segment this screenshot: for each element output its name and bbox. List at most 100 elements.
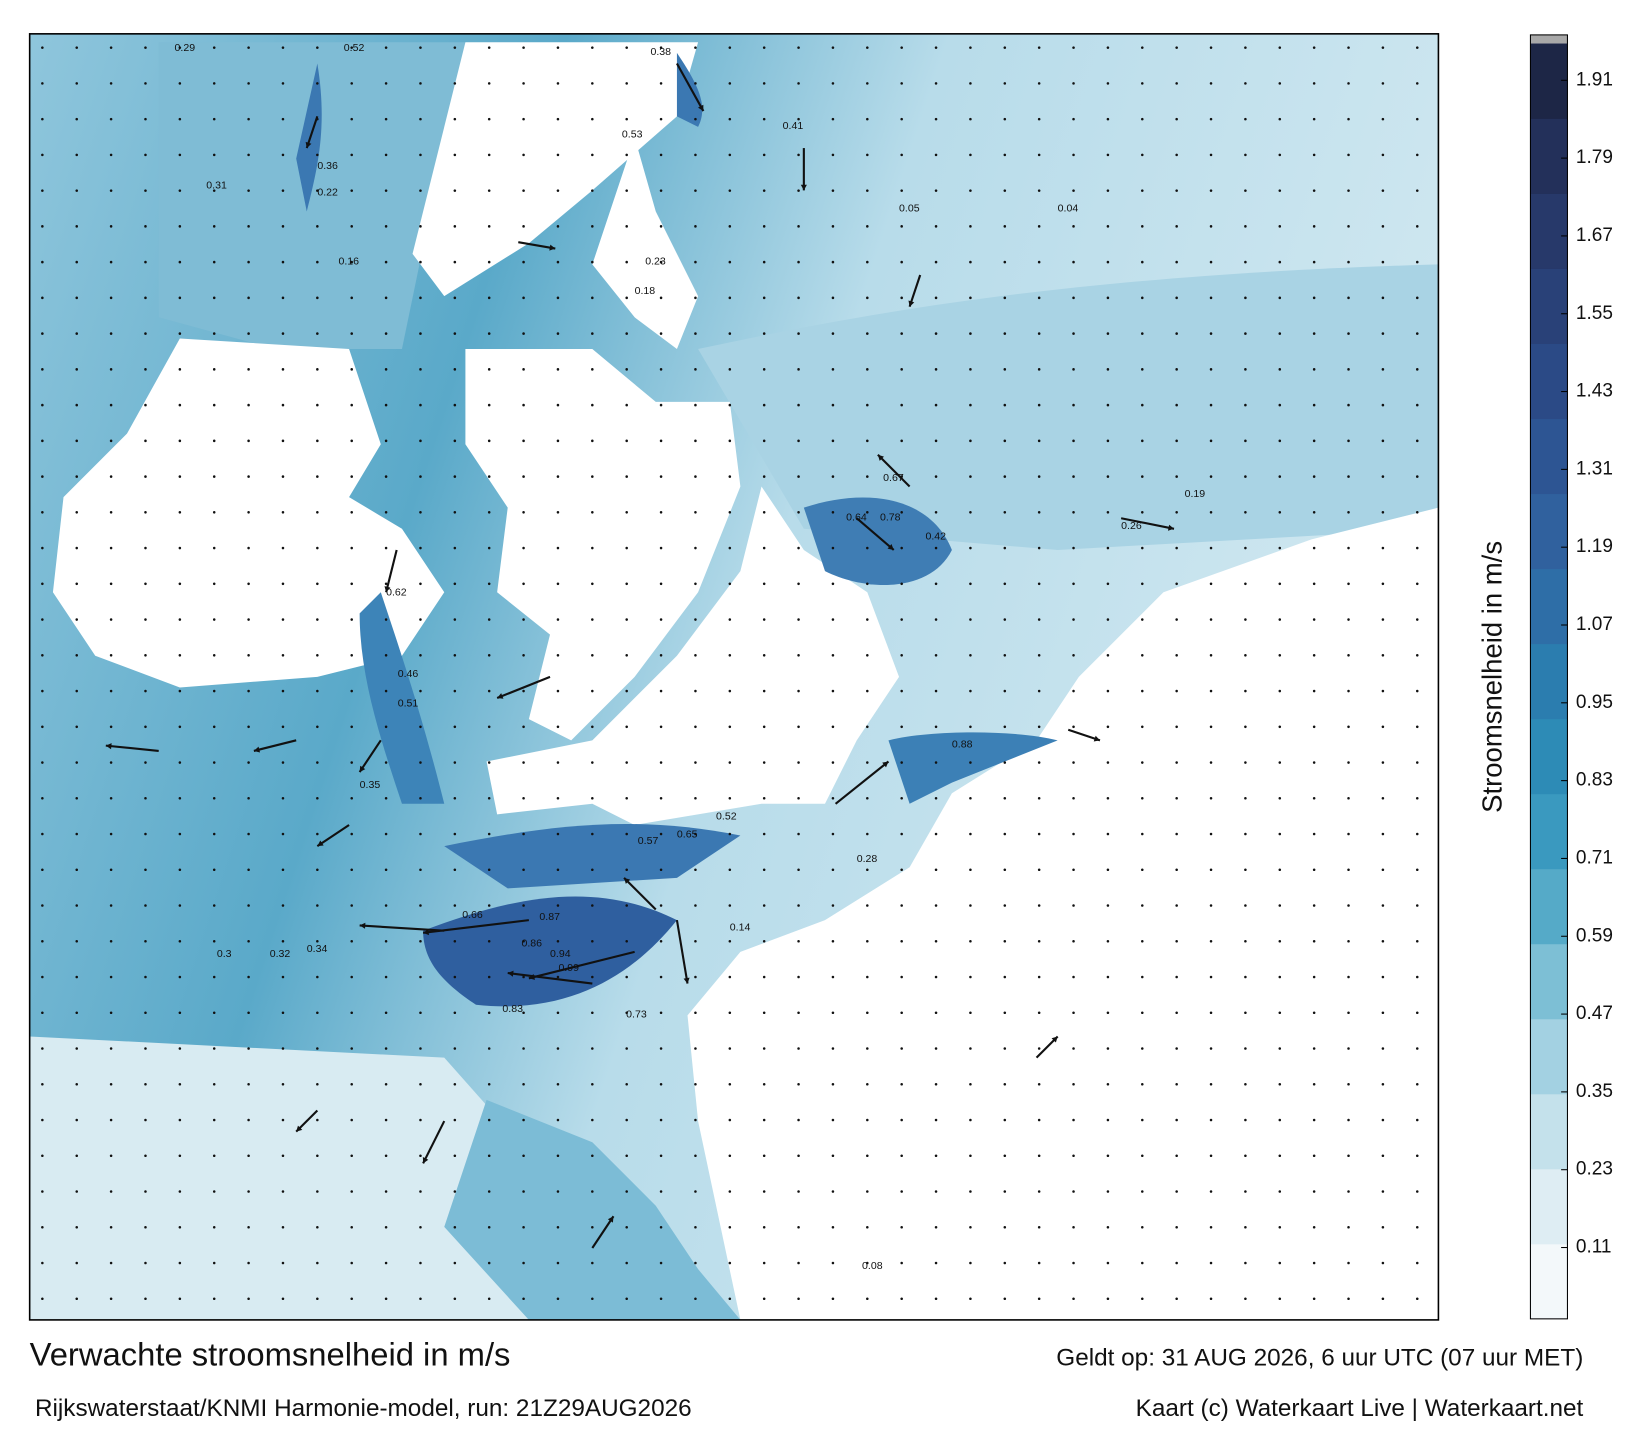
grid-dot <box>144 797 147 800</box>
grid-dot <box>178 1297 182 1301</box>
grid-dot <box>866 618 869 621</box>
grid-dot <box>522 46 525 49</box>
grid-dot <box>1209 475 1213 478</box>
grid-dot <box>178 832 182 836</box>
grid-dot <box>797 904 800 907</box>
grid-dot <box>728 403 732 407</box>
grid-dot <box>384 475 388 478</box>
grid-dot <box>1209 403 1213 407</box>
current-label: 0.31 <box>206 179 227 191</box>
grid-dot <box>1347 868 1350 872</box>
grid-dot <box>591 1047 594 1050</box>
grid-dot <box>1278 832 1282 836</box>
grid-dot <box>384 1047 388 1050</box>
grid-dot <box>247 296 250 300</box>
grid-dot <box>1244 1011 1247 1015</box>
grid-dot <box>178 1261 182 1265</box>
grid-dot <box>694 654 697 657</box>
colorbar-tick-label: 0.83 <box>1576 770 1613 791</box>
current-label: 0.51 <box>398 697 419 709</box>
grid-dot <box>591 332 594 335</box>
channel <box>423 896 677 1007</box>
grid-dot <box>144 117 147 121</box>
grid-dot <box>659 1190 663 1193</box>
grid-dot <box>1278 689 1282 693</box>
grid-dot <box>384 832 388 836</box>
grid-dot <box>969 82 972 85</box>
grid-dot <box>316 225 319 228</box>
grid-dot <box>866 1047 869 1050</box>
grid-dot <box>1415 225 1419 228</box>
grid-dot <box>1244 975 1247 979</box>
grid-dot <box>934 1190 938 1193</box>
grid-dot <box>762 296 766 300</box>
grid-dot <box>1037 618 1041 621</box>
grid-dot <box>591 1225 594 1229</box>
grid-dot <box>1278 546 1282 550</box>
grid-dot <box>316 940 319 943</box>
grid-dot <box>1209 654 1213 657</box>
grid-dot <box>1347 761 1350 764</box>
grid-dot <box>281 225 285 228</box>
grid-dot <box>694 1154 697 1158</box>
grid-dot <box>281 368 285 371</box>
arrow-head <box>359 922 366 929</box>
grid-dot <box>591 82 594 85</box>
grid-dot <box>453 582 457 586</box>
grid-dot <box>109 1083 113 1086</box>
current-label: 0.94 <box>550 948 571 960</box>
grid-dot <box>109 1118 113 1122</box>
grid-dot <box>1244 546 1247 550</box>
grid-dot <box>1415 260 1419 264</box>
grid-dot <box>797 868 800 872</box>
grid-dot <box>728 761 732 764</box>
grid-dot <box>1003 296 1007 300</box>
grid-dot <box>797 1083 800 1086</box>
grid-dot <box>694 46 697 49</box>
grid-dot <box>453 260 457 264</box>
grid-dot <box>625 46 628 49</box>
grid-dot <box>1141 975 1144 979</box>
grid-dot <box>1209 832 1213 836</box>
grid-dot <box>1209 511 1213 514</box>
grid-dot <box>453 403 457 407</box>
grid-dot <box>75 654 79 657</box>
current-label: 0.32 <box>270 948 291 960</box>
grid-dot <box>384 189 388 192</box>
grid-dot <box>1312 761 1316 764</box>
grid-dot <box>591 618 594 621</box>
arrow-shaft <box>422 1120 446 1164</box>
grid-dot <box>797 546 800 550</box>
grid-dot <box>41 439 44 443</box>
grid-dot <box>1278 46 1282 49</box>
grid-dot <box>1381 1083 1385 1086</box>
grid-dot <box>1106 82 1110 85</box>
grid-dot <box>1072 582 1075 586</box>
grid-dot <box>419 1225 422 1229</box>
grid-dot <box>1003 582 1007 586</box>
arrow <box>305 116 319 149</box>
grid-dot <box>144 1083 147 1086</box>
grid-dot <box>934 940 938 943</box>
valid-time: Geldt op: 31 AUG 2026, 6 uur UTC (07 uur… <box>1056 1344 1583 1371</box>
grid-dot <box>144 654 147 657</box>
grid-dot <box>797 975 800 979</box>
grid-dot <box>1312 296 1316 300</box>
current-label: 0.29 <box>175 42 196 54</box>
grid-dot <box>247 82 250 85</box>
grid-dot <box>144 1225 147 1229</box>
grid-dot <box>1312 1297 1316 1301</box>
grid-dot <box>762 725 766 729</box>
grid-dot <box>487 582 491 586</box>
grid-dot <box>591 1083 594 1086</box>
grid-dot <box>144 904 147 907</box>
grid-dot <box>694 296 697 300</box>
grid-dot <box>1278 511 1282 514</box>
grid-dot <box>178 1047 182 1050</box>
grid-dot <box>316 1261 319 1265</box>
grid-dot <box>1209 868 1213 872</box>
grid-dot <box>797 117 800 121</box>
arrow <box>422 1120 446 1164</box>
colorbar-tick-label: 0.71 <box>1576 847 1613 868</box>
grid-dot <box>1072 1154 1075 1158</box>
